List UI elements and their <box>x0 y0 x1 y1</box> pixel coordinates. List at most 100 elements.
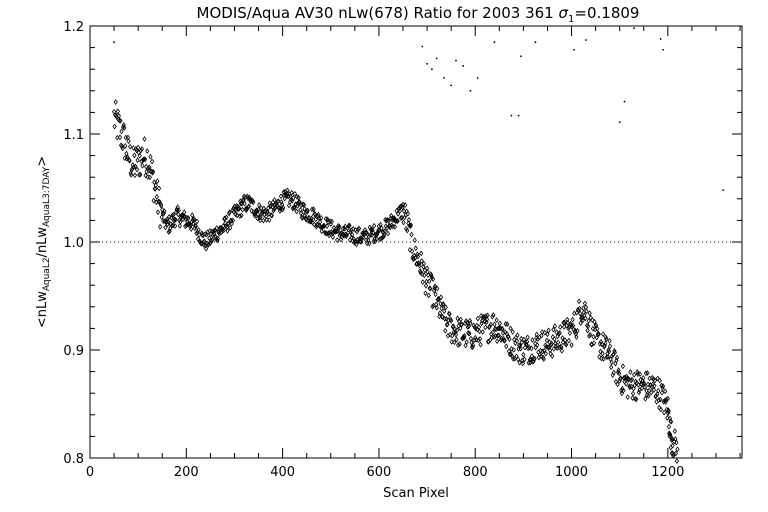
data-point <box>511 347 516 353</box>
data-point <box>127 157 132 164</box>
data-point <box>497 325 502 332</box>
data-point <box>475 315 480 322</box>
data-point <box>558 324 563 330</box>
data-point <box>587 310 592 317</box>
data-point <box>294 193 300 200</box>
data-point <box>607 337 612 344</box>
x-tick-label: 0 <box>86 465 94 480</box>
data-point <box>465 319 470 326</box>
data-point <box>612 347 617 354</box>
data-point <box>204 245 209 252</box>
data-point <box>367 240 372 247</box>
data-point <box>675 446 680 453</box>
data-point <box>428 271 433 278</box>
data-point <box>454 336 459 343</box>
data-point <box>415 251 420 258</box>
outlier-point <box>573 48 575 51</box>
data-point <box>529 345 534 352</box>
data-point <box>417 262 422 269</box>
x-axis-label: Scan Pixel <box>383 486 449 501</box>
data-point <box>598 348 603 355</box>
data-point <box>612 349 617 356</box>
data-point <box>173 216 178 223</box>
outlier-point <box>633 27 636 30</box>
data-point <box>154 193 159 200</box>
data-point <box>440 313 445 320</box>
data-point <box>196 227 201 233</box>
data-point <box>381 233 386 240</box>
data-point <box>163 224 168 231</box>
data-point <box>294 208 299 215</box>
data-point <box>370 229 376 236</box>
data-point <box>245 193 250 200</box>
data-point <box>405 227 410 234</box>
data-point <box>507 351 513 358</box>
data-point <box>391 215 396 222</box>
data-point <box>447 311 452 317</box>
data-point <box>573 331 578 337</box>
data-point <box>674 439 679 446</box>
data-point <box>457 341 462 347</box>
data-point <box>448 316 453 323</box>
data-point <box>274 202 279 209</box>
data-point <box>395 218 400 224</box>
data-point <box>642 384 647 390</box>
data-point <box>442 308 447 314</box>
data-point <box>603 340 608 347</box>
data-point <box>315 221 320 228</box>
data-point <box>557 330 562 336</box>
data-point <box>541 356 546 362</box>
data-point <box>197 232 202 238</box>
data-point <box>434 304 439 311</box>
data-point <box>289 189 294 196</box>
data-point <box>646 392 651 399</box>
data-point <box>468 320 473 327</box>
data-point <box>385 230 391 237</box>
y-tick-label: 0.8 <box>63 452 84 467</box>
data-point <box>580 317 585 324</box>
data-points <box>111 99 680 465</box>
data-point <box>494 317 499 324</box>
data-point <box>538 353 544 360</box>
data-point <box>245 195 250 202</box>
title-main: MODIS/Aqua AV30 nLw(678) Ratio for 2003 … <box>197 4 559 22</box>
data-point <box>206 241 211 248</box>
data-point <box>370 227 375 233</box>
data-point <box>518 345 523 352</box>
data-point <box>129 172 134 178</box>
y-label-sub1: AquaL2 <box>42 257 52 291</box>
data-point <box>158 201 163 208</box>
data-point <box>607 343 613 350</box>
data-point <box>172 216 177 223</box>
data-point <box>645 370 650 376</box>
data-point <box>138 147 143 154</box>
data-point <box>601 356 606 362</box>
outlier-point <box>510 114 513 117</box>
data-point <box>167 213 172 220</box>
outlier-point <box>443 76 445 79</box>
data-point <box>282 195 287 202</box>
title-sigma: σ <box>559 4 569 22</box>
data-point <box>152 179 157 186</box>
data-point <box>570 316 575 323</box>
data-point <box>452 339 457 346</box>
data-point <box>627 384 632 391</box>
data-point <box>131 164 136 170</box>
data-point <box>421 263 426 270</box>
data-point <box>508 325 513 332</box>
data-point <box>190 212 195 219</box>
x-tick-label: 1200 <box>651 465 684 480</box>
data-point <box>247 196 253 203</box>
data-point <box>599 341 605 348</box>
data-point <box>548 351 553 357</box>
data-point <box>408 222 414 229</box>
data-point <box>542 329 547 336</box>
data-point <box>549 340 554 347</box>
data-point <box>228 225 233 231</box>
data-point <box>478 341 483 348</box>
outlier-point <box>618 121 621 124</box>
data-point <box>412 237 417 244</box>
data-point <box>666 408 671 415</box>
data-point <box>611 369 616 376</box>
outlier-point <box>520 55 522 58</box>
